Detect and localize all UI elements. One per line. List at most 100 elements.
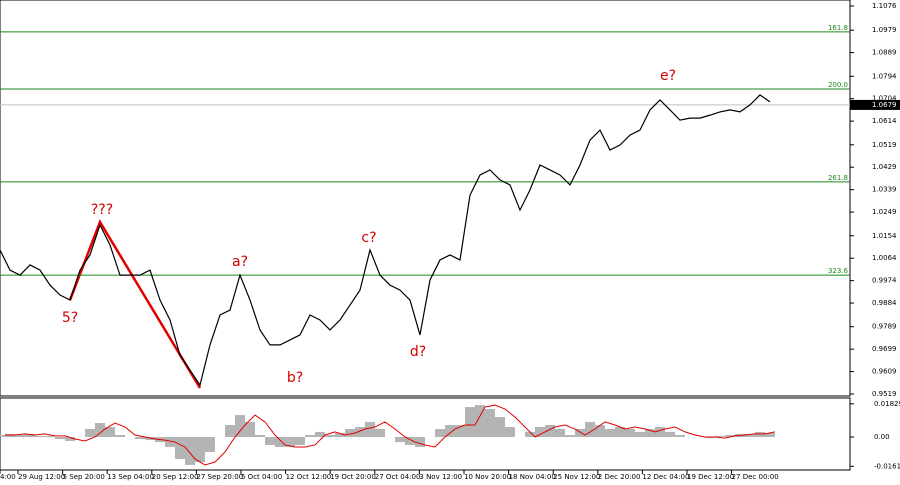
x-tick-label: 5 Oct 04:00 — [241, 473, 282, 481]
osc-bar — [585, 421, 595, 437]
osc-bar — [565, 434, 575, 437]
y-tick-label: 0.9519 — [872, 390, 897, 398]
oscillator-panel — [0, 397, 851, 471]
x-tick-label: 12 Oct 12:00 — [286, 473, 332, 481]
osc-bar — [405, 436, 415, 445]
osc-bar — [745, 433, 755, 437]
y-tick-label: 0.9789 — [872, 323, 897, 331]
price-tag — [850, 99, 900, 110]
y-tick-label: 0.9884 — [872, 299, 897, 307]
osc-bar — [315, 431, 325, 437]
y-tick-label: 1.0064 — [872, 254, 897, 262]
osc-bar — [625, 429, 635, 437]
osc-bar — [0, 434, 5, 437]
osc-bar — [485, 409, 495, 437]
osc-bar — [655, 427, 665, 437]
osc-bar — [765, 433, 775, 437]
y-tick-label: 0.9609 — [872, 368, 897, 376]
y-tick-label: 1.0979 — [872, 26, 897, 34]
x-tick-label: 27 Dec 00:00 — [732, 473, 779, 481]
osc-bar — [295, 436, 305, 445]
osc-bar — [635, 431, 645, 437]
osc-bar — [205, 436, 215, 453]
y-tick-label: 1.0249 — [872, 208, 897, 216]
osc-bar — [375, 429, 385, 437]
y-tick-label: 1.1076 — [872, 2, 897, 10]
osc-bar — [175, 436, 185, 459]
osc-bar — [165, 436, 175, 447]
wave-label: b? — [287, 370, 303, 386]
osc-bar — [475, 405, 485, 437]
osc-bar — [15, 434, 25, 437]
osc-bar — [715, 435, 725, 437]
price-panel — [0, 0, 851, 397]
osc-bar — [615, 427, 625, 437]
osc-bar — [25, 433, 35, 437]
osc-bar — [505, 427, 515, 437]
osc-bar — [65, 436, 75, 441]
osc-bar — [305, 434, 315, 437]
price-tag-label: 1.0679 — [872, 101, 897, 109]
osc-bar — [535, 427, 545, 437]
osc-bar — [185, 436, 195, 465]
wave-line — [68, 219, 202, 389]
osc-bar — [235, 415, 245, 437]
x-tick-label: 5 Sep 20:00 — [63, 473, 105, 481]
x-tick-label: 27 Oct 04:00 — [375, 473, 421, 481]
osc-bar — [575, 429, 585, 437]
wave-label: e? — [660, 68, 676, 84]
x-tick-label: 2 Dec 20:00 — [598, 473, 641, 481]
osc-bar — [195, 436, 205, 463]
fib-level-label: 261.8 — [828, 174, 848, 182]
wave-label: c? — [361, 230, 376, 246]
fib-level-label: 323.6 — [828, 267, 849, 275]
osc-bar — [95, 423, 105, 437]
osc-bar — [705, 436, 715, 439]
y-tick-label: 1.0889 — [872, 49, 897, 57]
osc-bar — [105, 427, 115, 437]
osc-bar — [225, 425, 235, 437]
x-tick-label: 4:00 — [0, 473, 16, 481]
osc-bar — [275, 436, 285, 447]
y-tick-label: 1.0794 — [872, 72, 897, 80]
x-tick-label: 10 Nov 20:00 — [464, 473, 511, 481]
osc-bar — [85, 429, 95, 437]
y-tick-label: 1.0154 — [872, 232, 897, 240]
y-tick-label: 0.9974 — [872, 277, 897, 285]
osc-bar — [415, 436, 425, 447]
osc-bar — [345, 429, 355, 437]
osc-bar — [525, 431, 535, 437]
osc-bar — [135, 436, 145, 439]
y-tick-label: 1.0429 — [872, 163, 897, 171]
x-tick-label: 19 Oct 20:00 — [330, 473, 376, 481]
signal-line — [5, 404, 776, 466]
y-tick-label: 0.9699 — [872, 345, 897, 353]
osc-bar — [245, 421, 255, 437]
osc-bar — [355, 427, 365, 437]
x-tick-label: 20 Sep 12:00 — [152, 473, 199, 481]
x-tick-label: 13 Sep 04:00 — [107, 473, 154, 481]
osc-bar — [115, 434, 125, 437]
osc-bar — [545, 425, 555, 437]
fib-level-label: 161.8 — [828, 24, 848, 32]
x-tick-label: 25 Nov 12:00 — [553, 473, 600, 481]
wave-label: 5? — [62, 310, 78, 326]
osc-bar — [605, 429, 615, 437]
osc-bar — [325, 434, 335, 437]
osc-bar — [495, 417, 505, 437]
osc-bar — [555, 429, 565, 437]
y-tick-label: 1.0614 — [872, 117, 897, 125]
fib-level-label: 200.0 — [828, 81, 848, 89]
wave-label: a? — [232, 254, 248, 270]
x-tick-label: 3 Nov 12:00 — [419, 473, 462, 481]
osc-bar — [725, 434, 735, 437]
y-tick-label: 1.0339 — [872, 186, 897, 194]
y-tick-label: 1.0519 — [872, 141, 897, 149]
wave-label: ??? — [91, 202, 113, 218]
x-tick-label: 18 Nov 04:00 — [509, 473, 556, 481]
osc-bar — [395, 436, 405, 443]
osc-bar — [665, 431, 675, 437]
wave-label: d? — [410, 344, 426, 360]
x-tick-label: 27 Sep 20:00 — [196, 473, 243, 481]
